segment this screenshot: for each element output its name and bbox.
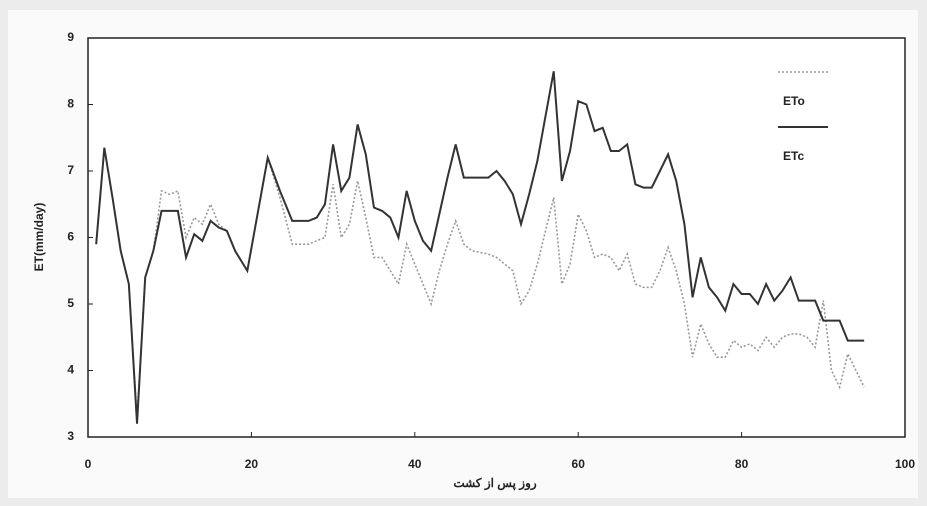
y-tick-label: 4: [67, 363, 74, 377]
plot-area: [87, 37, 906, 438]
series-line: [95, 71, 865, 424]
y-tick-label: 3: [67, 429, 74, 443]
x-tick-label: 20: [245, 457, 259, 471]
x-axis-label: روز پس از کشت: [453, 476, 537, 491]
x-tick-label: 80: [735, 457, 749, 471]
y-tick-label: 6: [67, 230, 74, 244]
legend-label: ETo: [783, 94, 805, 108]
x-tick-label: 60: [572, 457, 586, 471]
y-tick-label: 8: [67, 97, 74, 111]
y-tick-label: 7: [67, 163, 74, 177]
legend-label: ETc: [783, 149, 804, 163]
x-tick-label: 100: [895, 457, 915, 471]
x-tick-label: 0: [85, 457, 92, 471]
series-line: [95, 147, 865, 418]
y-tick-label: 5: [67, 296, 74, 310]
y-tick-label: 9: [67, 30, 74, 44]
x-tick-label: 40: [408, 457, 422, 471]
y-axis-label: ET(mm/day): [32, 203, 46, 272]
